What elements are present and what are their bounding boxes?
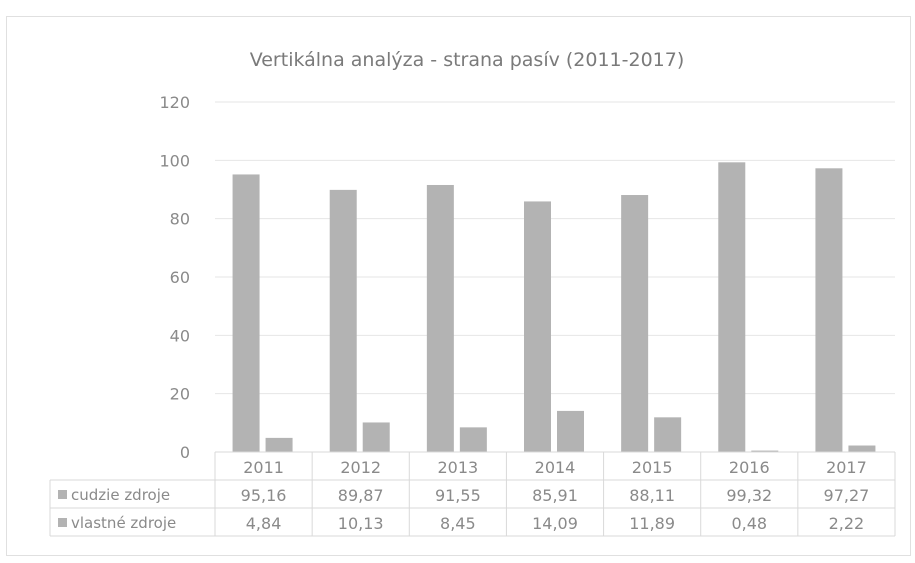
y-tick-label: 120 xyxy=(159,93,190,112)
bar-cudzie-2017 xyxy=(815,168,843,452)
bar-cudzie-2015 xyxy=(621,195,649,452)
data-label: 10,13 xyxy=(338,514,384,533)
data-label: 2,22 xyxy=(829,514,865,533)
data-label: 0,48 xyxy=(731,514,767,533)
x-tick-label: 2015 xyxy=(632,458,673,477)
chart-title: Vertikálna analýza - strana pasív (2011-… xyxy=(250,49,685,71)
bar-cudzie-2014 xyxy=(524,201,551,452)
y-tick-label: 100 xyxy=(159,151,190,170)
data-table: 2011 2012 2013 2014 2015 2016 2017 cudzie zdroj… xyxy=(49,451,896,537)
legend-label: vlastné zdroje xyxy=(71,514,176,532)
chart-frame xyxy=(6,16,911,556)
bar-vlastne-2015 xyxy=(654,417,682,452)
data-label: 14,09 xyxy=(532,514,578,533)
bar-cudzie-2011 xyxy=(232,174,260,452)
data-label: 11,89 xyxy=(629,514,675,533)
x-tick-label: 2012 xyxy=(340,458,381,477)
data-label: 4,84 xyxy=(246,514,282,533)
x-tick-label: 2014 xyxy=(535,458,576,477)
data-label: 99,32 xyxy=(726,486,772,505)
bar-cudzie-2016 xyxy=(718,162,746,453)
data-label: 88,11 xyxy=(629,486,675,505)
bar-vlastne-2016 xyxy=(751,450,779,452)
y-tick-label: 60 xyxy=(170,268,190,287)
data-label: 95,16 xyxy=(241,486,287,505)
bars xyxy=(232,162,876,453)
bar-vlastne-2013 xyxy=(459,427,487,452)
x-tick-label: 2013 xyxy=(437,458,478,477)
bar-vlastne-2011 xyxy=(265,437,293,452)
y-tick-label: 0 xyxy=(180,443,190,462)
x-tick-label: 2016 xyxy=(729,458,770,477)
data-label: 91,55 xyxy=(435,486,481,505)
bar-vlastne-2012 xyxy=(362,422,390,452)
bar-cudzie-2012 xyxy=(329,189,357,453)
x-tick-label: 2011 xyxy=(243,458,284,477)
bar-vlastne-2014 xyxy=(557,410,584,452)
y-axis: 0 20 40 60 80 100 120 xyxy=(159,93,190,462)
y-tick-label: 40 xyxy=(170,326,190,345)
y-tick-label: 20 xyxy=(170,385,190,404)
y-tick-label: 80 xyxy=(170,210,190,229)
data-label: 97,27 xyxy=(824,486,870,505)
bar-cudzie-2013 xyxy=(426,184,454,452)
gridlines xyxy=(215,101,895,395)
legend-label: cudzie zdroje xyxy=(71,486,170,504)
legend-swatch xyxy=(58,490,67,499)
data-label: 85,91 xyxy=(532,486,578,505)
bar-vlastne-2017 xyxy=(848,445,876,452)
data-label: 89,87 xyxy=(338,486,384,505)
data-label: 8,45 xyxy=(440,514,476,533)
legend-swatch xyxy=(58,518,67,527)
x-tick-label: 2017 xyxy=(826,458,867,477)
